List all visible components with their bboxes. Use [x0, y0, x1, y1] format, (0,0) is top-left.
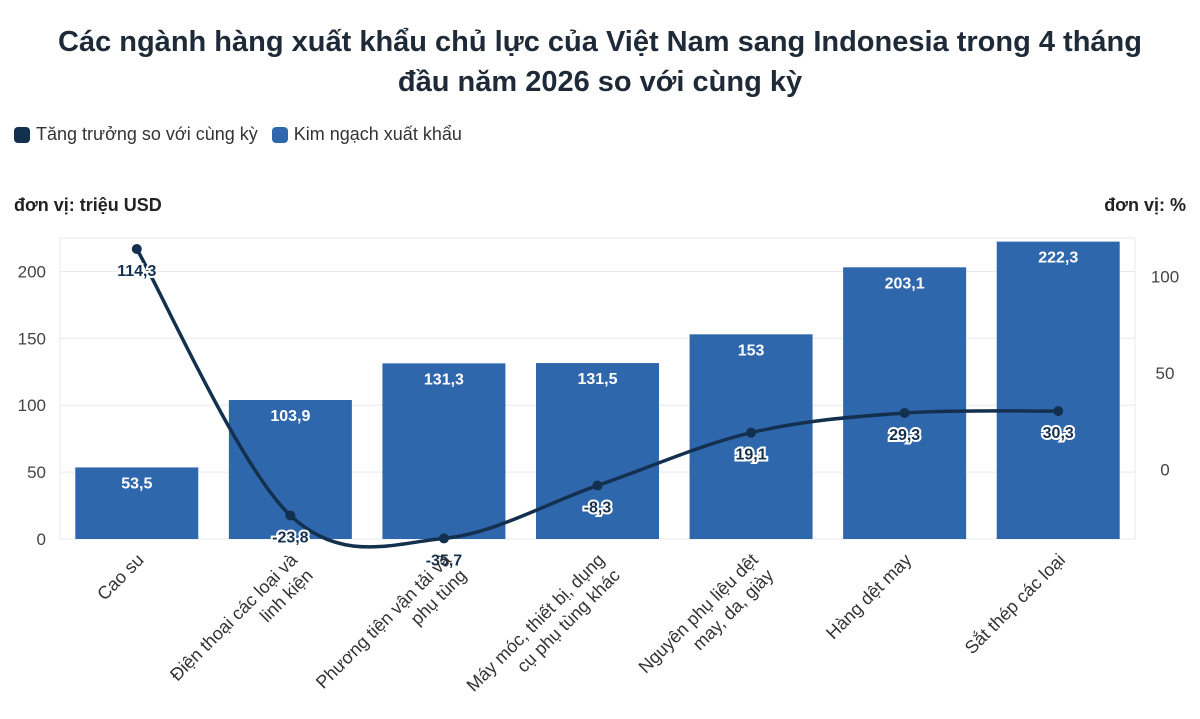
- x-axis-category-label: Máy móc, thiết bị, dụngcụ phụ tùng khác: [463, 550, 624, 711]
- x-axis-category-label: Điện thoại các loại vàlinh kiện: [166, 549, 317, 700]
- x-axis-category-label: Phương tiện vận tải vàphụ tùng: [312, 549, 471, 708]
- right-axis-tick-label: 0: [1160, 461, 1169, 480]
- right-axis-unit: đơn vị: %: [1104, 195, 1186, 215]
- left-axis-unit: đơn vị: triệu USD: [14, 195, 162, 215]
- growth-point: [746, 427, 757, 438]
- bar-value-label: 203,1: [885, 275, 925, 292]
- bar-value-label: 103,9: [270, 408, 310, 425]
- growth-point: [438, 533, 449, 544]
- left-axis-tick-label: 200: [18, 262, 46, 281]
- x-axis-category-label: Sắt thép các loại: [960, 549, 1069, 658]
- legend-item-growth[interactable]: Tăng trưởng so với cùng kỳ: [14, 124, 258, 145]
- growth-point: [592, 480, 603, 491]
- growth-value-label: 30,3: [1043, 425, 1074, 442]
- growth-value-label: 114,3: [117, 263, 156, 280]
- bar-value-label: 131,3: [424, 371, 464, 388]
- legend-swatch-growth: [14, 126, 30, 143]
- bar-value-label: 53,5: [121, 475, 152, 492]
- bar: [75, 467, 199, 539]
- right-axis-tick-label: 100: [1151, 268, 1179, 287]
- x-axis-category-label: Nguyên phụ liệu dệtmay, da, giày: [635, 550, 778, 693]
- bar: [382, 363, 506, 539]
- legend-swatch-value: [271, 126, 288, 143]
- x-axis-category-label-line: Phương tiện vận tải và: [312, 549, 456, 693]
- left-axis-tick-label: 0: [37, 530, 46, 549]
- bar-value-label: 153: [738, 342, 765, 359]
- growth-point: [285, 510, 296, 521]
- x-axis-category-label: Cao su: [93, 550, 147, 604]
- x-axis-category-label-line: Điện thoại các loại và: [166, 549, 302, 685]
- x-axis-category-label-line: Máy móc, thiết bị, dụng: [463, 550, 609, 696]
- chart-title: Các ngành hàng xuất khẩu chủ lực của Việ…: [0, 22, 1200, 102]
- x-axis-category-label-line: Hàng dệt may: [822, 550, 915, 643]
- legend-item-value[interactable]: Kim ngạch xuất khẩu: [271, 124, 462, 145]
- chart-title-line2: đầu năm 2026 so với cùng kỳ: [397, 66, 803, 98]
- x-axis-category-label-line: Sắt thép các loại: [960, 549, 1069, 658]
- bar-value-label: 222,3: [1038, 250, 1078, 267]
- legend-label-growth: Tăng trưởng so với cùng kỳ: [36, 124, 258, 144]
- bar: [536, 363, 659, 539]
- x-axis-category-label: Hàng dệt may: [822, 550, 915, 643]
- growth-value-label: -8,3: [584, 500, 612, 517]
- left-axis-tick-label: 150: [18, 329, 46, 348]
- growth-point: [131, 243, 142, 254]
- growth-value-label: 29,3: [889, 427, 920, 444]
- growth-value-label: 19,1: [736, 447, 767, 464]
- legend-label-value: Kim ngạch xuất khẩu: [293, 124, 462, 144]
- growth-point: [1053, 406, 1064, 417]
- chart-legend: Tăng trưởng so với cùng kỳ Kim ngạch xuấ…: [14, 124, 476, 145]
- left-axis-tick-label: 100: [18, 396, 46, 415]
- growth-point: [899, 408, 910, 419]
- bar-value-label: 131,5: [577, 371, 617, 388]
- left-axis-tick-label: 50: [27, 463, 46, 482]
- x-axis-category-label-line: Cao su: [93, 550, 147, 604]
- growth-value-label: -35,7: [426, 552, 463, 569]
- growth-value-label: -23,8: [272, 529, 309, 546]
- right-axis-tick-label: 50: [1156, 364, 1175, 383]
- bar: [843, 267, 967, 539]
- chart-title-line1: Các ngành hàng xuất khẩu chủ lực của Việ…: [58, 26, 1142, 58]
- bar: [996, 241, 1120, 539]
